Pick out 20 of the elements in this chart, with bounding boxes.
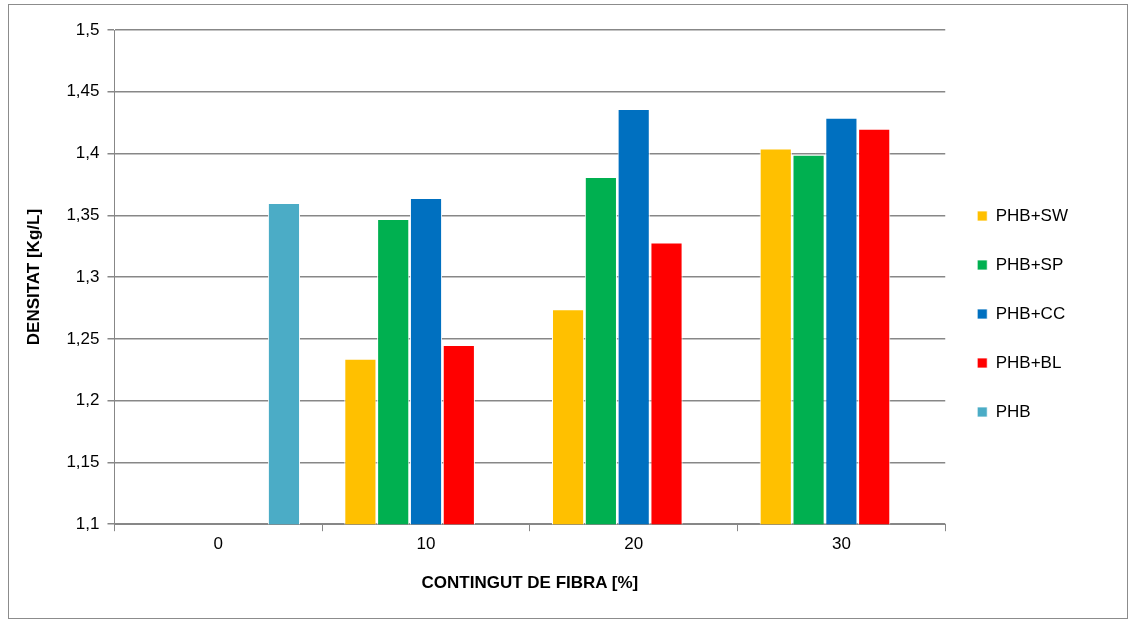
y-tick-label: 1,45	[66, 81, 100, 101]
y-tick-label: 1,5	[75, 19, 100, 39]
legend-label: PHB+CC	[995, 303, 1066, 323]
legend-label: PHB+SW	[995, 205, 1069, 225]
legend-label: PHB+BL	[995, 352, 1062, 372]
y-tick-label: 1,1	[75, 513, 100, 533]
y-axis-title: DENSITAT [Kg/L]	[23, 208, 43, 346]
y-tick-label: 1,3	[75, 266, 100, 286]
legend-label: PHB	[995, 401, 1031, 421]
y-tick-label: 1,35	[66, 205, 100, 225]
x-axis-title: CONTINGUT DE FIBRA [%]	[421, 573, 639, 593]
x-tick-label: 30	[831, 534, 851, 554]
y-tick-label: 1,2	[75, 390, 100, 410]
y-tick-label: 1,4	[75, 143, 100, 163]
x-tick-label: 20	[624, 534, 644, 554]
legend-label: PHB+SP	[995, 254, 1064, 274]
x-tick-label: 10	[416, 534, 436, 554]
x-tick-label: 0	[213, 534, 224, 554]
y-tick-label: 1,15	[66, 452, 100, 472]
y-tick-label: 1,25	[66, 328, 100, 348]
